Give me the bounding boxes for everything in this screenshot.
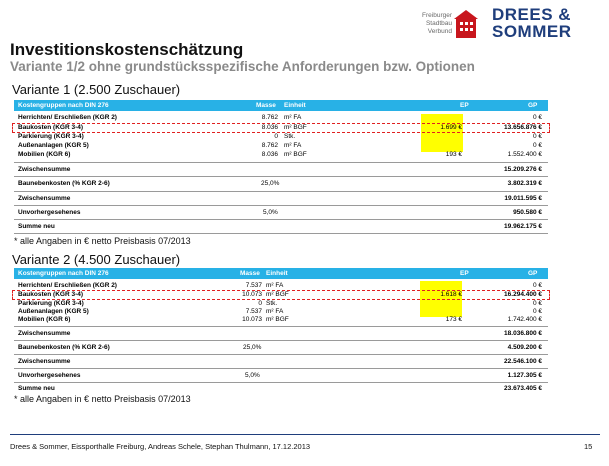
table-row: Parkierung (KGR 3-4) 0 Stk. 0 € xyxy=(18,300,542,307)
divider xyxy=(14,191,548,192)
logo-fsv-line-1: Freiburger xyxy=(422,12,452,19)
variant2-note: * alle Angaben in € netto Preisbasis 07/… xyxy=(14,394,191,404)
page-subtitle: Variante 1/2 ohne grundstücksspezifische… xyxy=(10,59,475,74)
table-row: Baukosten (KGR 3-4) 10.073 m² BGF 1.618 … xyxy=(18,291,542,298)
logo-ds-line-1: DREES & xyxy=(492,5,572,24)
divider xyxy=(14,233,548,234)
summe-row: Summe neu 19.962.175 € xyxy=(18,223,542,230)
baunebenkosten-row: Baunebenkosten (% KGR 2-6) 25,0% 3.802.3… xyxy=(18,180,542,187)
footer-divider xyxy=(10,434,600,435)
col-einheit: Einheit xyxy=(284,102,306,109)
divider xyxy=(14,176,548,177)
table-row: Außenanlagen (KGR 5) 8.762 m² FA 0 € xyxy=(18,142,542,149)
variant2-title: Variante 2 (4.500 Zuschauer) xyxy=(12,252,181,267)
drees-sommer-logo: DREES & SOMMER xyxy=(492,6,602,40)
baukosten-marker xyxy=(12,123,550,133)
zwischensumme-row: Zwischensumme 22.546.100 € xyxy=(18,358,542,365)
summe-row: Summe neu 23.673.405 € xyxy=(18,385,542,392)
col-ep: EP xyxy=(460,102,469,109)
footer-text: Drees & Sommer, Eissporthalle Freiburg, … xyxy=(10,442,311,451)
variant1-title: Variante 1 (2.500 Zuschauer) xyxy=(12,82,181,97)
divider xyxy=(14,205,548,206)
divider xyxy=(14,219,548,220)
table-row: Herrichten/ Erschließen (KGR 2) 7.537 m²… xyxy=(18,282,542,289)
divider xyxy=(14,162,548,163)
divider xyxy=(14,354,548,355)
variant1-note: * alle Angaben in € netto Preisbasis 07/… xyxy=(14,236,191,246)
divider xyxy=(14,368,548,369)
col-gp: GP xyxy=(528,102,538,109)
col-group: Kostengruppen nach DIN 276 xyxy=(18,102,109,109)
unvorhergesehenes-row: Unvorhergesehenes 5,0% 950.580 € xyxy=(18,209,542,216)
table-row: Außenanlagen (KGR 5) 7.537 m² FA 0 € xyxy=(18,308,542,315)
baunebenkosten-row: Baunebenkosten (% KGR 2-6) 25,0% 4.509.2… xyxy=(18,344,542,351)
divider xyxy=(14,326,548,327)
table-header: Kostengruppen nach DIN 276 Masse Einheit… xyxy=(14,100,548,111)
logo-fsv-line-2: Stadtbau xyxy=(425,20,452,27)
table-row: Parkierung (KGR 3-4) 0 Stk. 0 € xyxy=(18,133,542,140)
page-number: 15 xyxy=(584,442,593,451)
logo-ds-line-2: SOMMER xyxy=(492,22,572,41)
zwischensumme-row: Zwischensumme 18.036.800 € xyxy=(18,330,542,337)
table-row: Mobilien (KGR 6) 10.073 m² BGF 173 € 1.7… xyxy=(18,316,542,323)
divider xyxy=(14,382,548,383)
col-masse: Masse xyxy=(256,102,276,109)
zwischensumme-row: Zwischensumme 19.011.595 € xyxy=(18,195,542,202)
logo-fsv-line-3: Verbund xyxy=(427,28,452,35)
divider xyxy=(14,340,548,341)
table-row: Herrichten/ Erschließen (KGR 2) 8.762 m²… xyxy=(18,114,542,121)
table-row: Mobilien (KGR 6) 8.036 m² BGF 193 € 1.55… xyxy=(18,151,542,158)
building-icon xyxy=(454,10,478,38)
baukosten-marker xyxy=(12,290,550,300)
variant2-table: Kostengruppen nach DIN 276 Masse Einheit… xyxy=(12,268,550,394)
highlight-ep xyxy=(421,114,463,152)
table-header: Kostengruppen nach DIN 276 Masse Einheit… xyxy=(14,268,548,279)
variant1-table: Kostengruppen nach DIN 276 Masse Einheit… xyxy=(12,100,550,236)
zwischensumme-row: Zwischensumme 15.209.276 € xyxy=(18,166,542,173)
page-title: Investitionskostenschätzung xyxy=(10,40,244,59)
table-row: Baukosten (KGR 3-4) 8.036 m² BGF 1.699 €… xyxy=(18,124,542,131)
freiburger-stadtbau-logo: Freiburger Stadtbau Verbund xyxy=(408,8,482,42)
unvorhergesehenes-row: Unvorhergesehenes 5,0% 1.127.305 € xyxy=(18,372,542,379)
